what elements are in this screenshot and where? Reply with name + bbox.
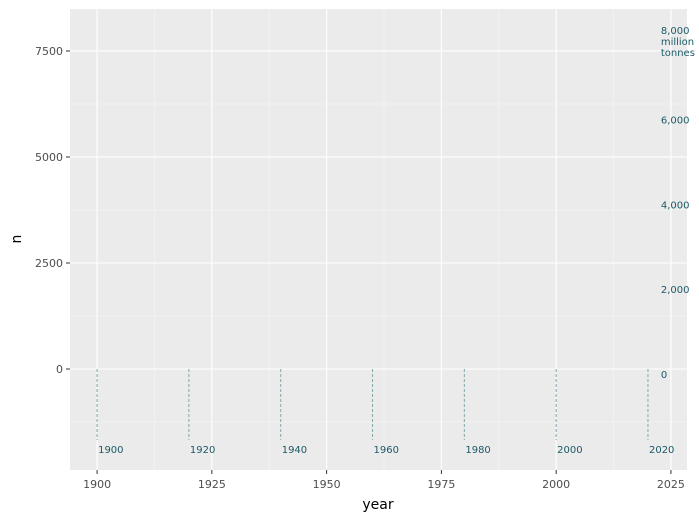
scale-label-line: tonnes: [661, 48, 695, 59]
panel: [70, 9, 687, 470]
y-tick-label: 5000: [35, 151, 63, 164]
x-tick-label: 1950: [313, 478, 341, 491]
y-tick-label: 7500: [35, 45, 63, 58]
y-axis-title: n: [9, 235, 25, 244]
x-tick-label: 1900: [83, 478, 111, 491]
scale-label: 8,000 million tonnes: [661, 26, 695, 59]
plot-layer: 1900 1925 1950 1975 2000 2025 0 2500 5000 7500 190…: [35, 9, 695, 491]
scale-label: 2,000: [661, 285, 690, 296]
year-label: 2000: [557, 445, 582, 456]
x-tick-label: 1925: [198, 478, 226, 491]
scale-label: 6,000: [661, 116, 690, 127]
year-label: 1940: [282, 445, 307, 456]
year-label: 1900: [98, 445, 123, 456]
year-label: 2020: [649, 445, 674, 456]
x-axis-title: year: [362, 497, 393, 513]
year-label: 1960: [374, 445, 399, 456]
x-tick-label: 2000: [542, 478, 570, 491]
x-tick-label: 1975: [427, 478, 455, 491]
y-tick-label: 2500: [35, 257, 63, 270]
scale-label-line: million: [661, 37, 694, 48]
x-tick-label: 2025: [657, 478, 685, 491]
scale-label: 4,000: [661, 200, 690, 211]
year-label: 1980: [465, 445, 490, 456]
y-tick-label: 0: [56, 363, 63, 376]
scale-label-line: 8,000: [661, 26, 690, 37]
year-label: 1920: [190, 445, 215, 456]
scale-label: 0: [661, 370, 667, 381]
